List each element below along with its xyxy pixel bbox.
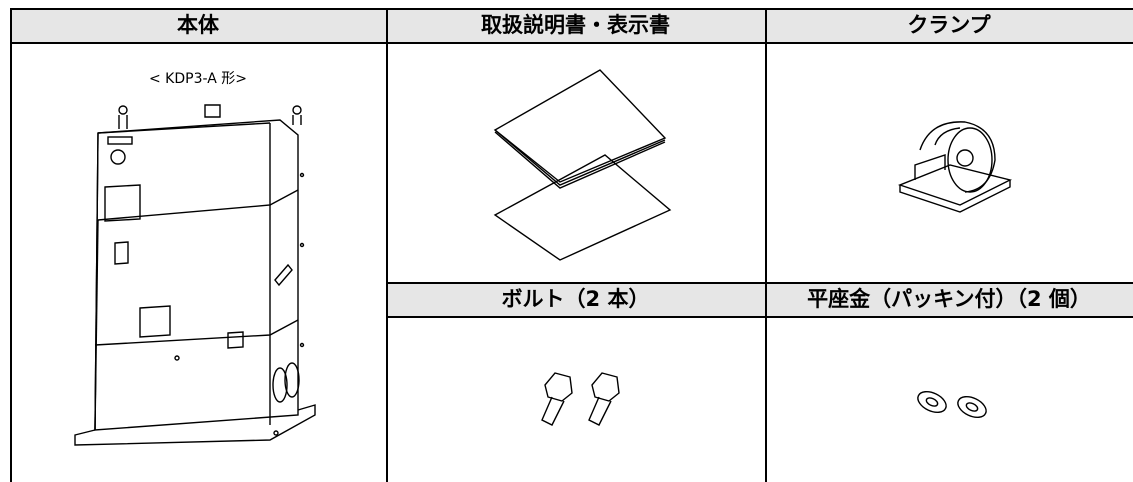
border xyxy=(10,8,12,482)
caption: < KDP3-A 形> xyxy=(149,71,247,87)
clamp-illustration xyxy=(897,121,1013,213)
header-cell: 取扱説明書・表示書 xyxy=(386,9,765,42)
bolt-illustration xyxy=(541,372,620,426)
border xyxy=(386,316,1133,318)
subheader-cell: ボルト（2 本） xyxy=(386,283,765,316)
unit-illustration xyxy=(74,104,316,446)
border xyxy=(386,282,1133,284)
border xyxy=(765,8,767,482)
manual-illustration xyxy=(493,69,672,261)
border xyxy=(10,42,1133,44)
subheader-cell: 平座金（パッキン付）（2 個） xyxy=(765,283,1133,316)
border xyxy=(10,8,1133,10)
header-cell: 本体 xyxy=(10,9,386,42)
washer-illustration xyxy=(917,390,987,419)
header-cell: クランプ xyxy=(765,9,1133,42)
border xyxy=(386,8,388,482)
